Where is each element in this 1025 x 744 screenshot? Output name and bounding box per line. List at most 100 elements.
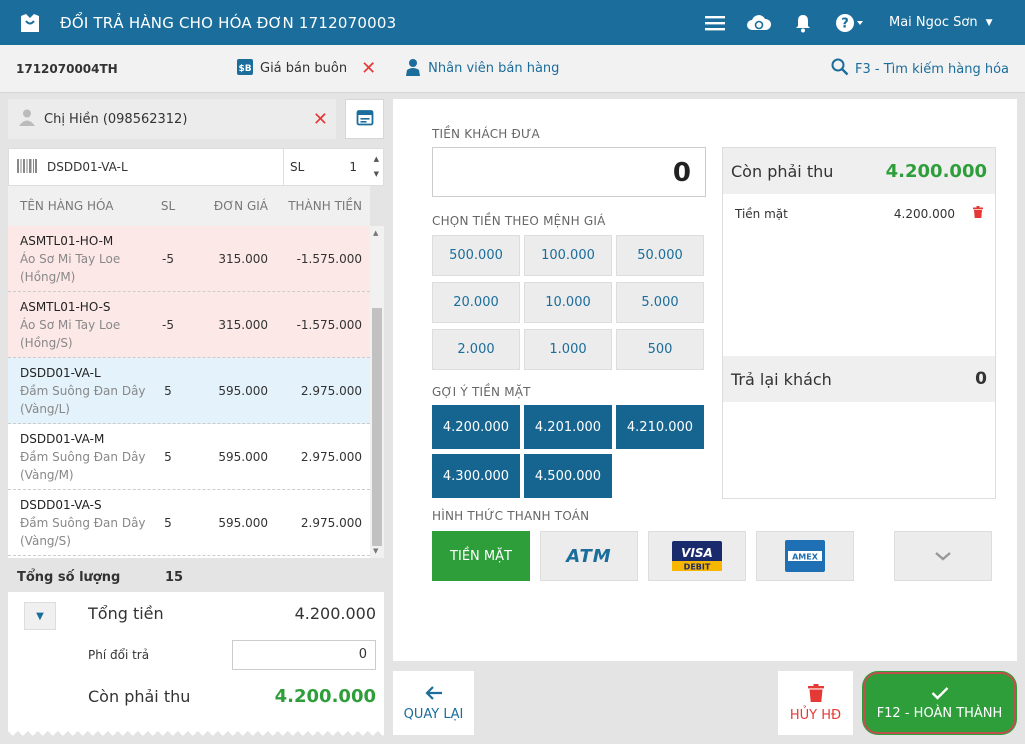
arrow-left-icon <box>424 685 442 700</box>
row-code: DSDD01-VA-M <box>20 431 105 446</box>
row-price: 595.000 <box>218 449 268 464</box>
denomination-button[interactable]: 20.000 <box>432 282 520 323</box>
cash-given-label: TIỀN KHÁCH ĐƯA <box>432 127 540 141</box>
row-code: ASMTL01-HO-M <box>20 233 114 248</box>
clear-price-list-icon[interactable]: ✕ <box>361 58 377 79</box>
row-qty: 5 <box>164 449 172 464</box>
help-icon[interactable]: ? <box>825 0 875 45</box>
cash-suggestion-button[interactable]: 4.500.000 <box>524 454 612 498</box>
price-list-label: Giá bán buôn <box>260 61 348 76</box>
denomination-button[interactable]: 10.000 <box>524 282 612 323</box>
calendar-button[interactable] <box>345 99 384 139</box>
payment-summary-box: Còn phải thu 4.200.000 Tiền mặt 4.200.00… <box>722 147 996 499</box>
denomination-button[interactable]: 50.000 <box>616 235 704 276</box>
svg-text:?: ? <box>841 16 849 31</box>
cancel-label: HỦY HĐ <box>789 707 842 723</box>
denomination-button[interactable]: 2.000 <box>432 329 520 370</box>
price-list-selector[interactable]: $B Giá bán buôn <box>236 58 347 80</box>
payment-methods: TIỀN MẶT ATM VISA DEBIT AMEX <box>432 531 854 581</box>
item-entry-row: DSDD01-VA-L SL 1 ▲ ▼ <box>8 148 384 186</box>
total-quantity-bar: Tổng số lượng 15 <box>8 562 384 592</box>
change-label: Trả lại khách <box>731 369 832 389</box>
cancel-invoice-button[interactable]: HỦY HĐ <box>778 671 853 735</box>
user-menu[interactable]: Mai Ngoc Sơn ▼ <box>875 15 1025 30</box>
row-qty: 5 <box>164 515 172 530</box>
total-qty-value: 15 <box>165 569 184 585</box>
total-value: 4.200.000 <box>294 604 376 623</box>
payment-line: Tiền mặt 4.200.000 <box>723 206 995 221</box>
change-value: 0 <box>975 369 987 389</box>
clear-customer-icon[interactable]: ✕ <box>312 108 328 130</box>
quantity-stepper[interactable]: SL 1 ▲ ▼ <box>283 149 383 185</box>
visa-debit-logo: VISA DEBIT <box>672 541 722 571</box>
row-code: ASMTL01-HO-S <box>20 299 111 314</box>
due-value: 4.200.000 <box>274 686 376 707</box>
cash-given-input[interactable]: 0 <box>432 147 706 197</box>
row-name: Đầm Suông Đan Dây (Vàng/S) <box>20 515 146 548</box>
fee-input[interactable]: 0 <box>232 640 376 670</box>
cash-suggestion-button[interactable]: 4.210.000 <box>616 405 704 449</box>
product-search-button[interactable]: F3 - Tìm kiếm hàng hóa <box>831 45 1009 93</box>
row-qty: -5 <box>162 251 174 266</box>
staff-selector[interactable]: Nhân viên bán hàng <box>404 58 559 80</box>
staff-label: Nhân viên bán hàng <box>428 61 560 76</box>
denomination-button[interactable]: 500.000 <box>432 235 520 276</box>
denomination-button[interactable]: 1.000 <box>524 329 612 370</box>
item-code-field[interactable]: DSDD01-VA-L <box>9 158 283 177</box>
table-row[interactable]: DSDD01-VA-L Đầm Suông Đan Dây (Vàng/L) 5 … <box>8 358 370 424</box>
expand-summary-button[interactable]: ▼ <box>24 602 56 630</box>
denomination-button[interactable]: 500 <box>616 329 704 370</box>
table-scrollbar[interactable]: ▲ ▼ <box>370 226 384 558</box>
col-product: TÊN HÀNG HÓA <box>20 199 114 213</box>
row-total: -1.575.000 <box>296 251 362 266</box>
complete-button[interactable]: F12 - HOÀN THÀNH <box>862 671 1017 735</box>
bell-icon[interactable] <box>781 0 825 45</box>
scroll-up-icon[interactable]: ▲ <box>373 229 379 237</box>
denomination-label: CHỌN TIỀN THEO MỆNH GIÁ <box>432 214 606 228</box>
item-code-value: DSDD01-VA-L <box>47 160 128 174</box>
denomination-button[interactable]: 100.000 <box>524 235 612 276</box>
back-button[interactable]: QUAY LẠI <box>393 671 474 735</box>
scroll-thumb[interactable] <box>372 308 382 546</box>
cash-suggestion-button[interactable]: 4.201.000 <box>524 405 612 449</box>
complete-label: F12 - HOÀN THÀNH <box>876 705 1003 721</box>
row-qty: 5 <box>164 383 172 398</box>
qty-value: 1 <box>349 160 357 174</box>
visa-debit-method-button[interactable]: VISA DEBIT <box>648 531 746 581</box>
cash-suggestion-button[interactable]: 4.300.000 <box>432 454 520 498</box>
calendar-icon <box>356 108 374 130</box>
chevron-down-icon <box>935 552 951 561</box>
atm-method-button[interactable]: ATM <box>540 531 638 581</box>
sub-header: 1712070004TH $B Giá bán buôn ✕ Nhân viên… <box>0 45 1025 93</box>
row-total: 2.975.000 <box>300 515 362 530</box>
row-name: Áo Sơ Mi Tay Loe (Hồng/S) <box>20 317 121 350</box>
cloud-sync-icon[interactable] <box>737 0 781 45</box>
row-code: DSDD01-VA-S <box>20 497 102 512</box>
table-row[interactable]: ASMTL01-HO-S Áo Sơ Mi Tay Loe (Hồng/S) -5… <box>8 292 370 358</box>
table-row[interactable]: DSDD01-VA-M Đầm Suông Đan Dây (Vàng/M) 5 … <box>8 424 370 490</box>
due-label: Còn phải thu <box>88 687 191 706</box>
stepper-arrows-icon[interactable]: ▲ ▼ <box>373 155 379 178</box>
user-name: Mai Ngoc Sơn <box>889 15 978 30</box>
trash-icon[interactable] <box>973 206 983 221</box>
customer-field[interactable]: Chị Hiền (098562312) ✕ <box>8 99 336 139</box>
cash-suggestion-button[interactable]: 4.200.000 <box>432 405 520 449</box>
barcode-icon <box>17 158 37 177</box>
price-list-icon: $B <box>236 58 254 80</box>
page-title: ĐỔI TRẢ HÀNG CHO HÓA ĐƠN 1712070003 <box>60 13 397 32</box>
cash-method-button[interactable]: TIỀN MẶT <box>432 531 530 581</box>
amex-method-button[interactable]: AMEX <box>756 531 854 581</box>
denomination-button[interactable]: 5.000 <box>616 282 704 323</box>
logo-icon[interactable] <box>0 0 60 45</box>
table-header: TÊN HÀNG HÓA SL ĐƠN GIÁ THÀNH TIỀN <box>8 186 370 226</box>
scroll-down-icon[interactable]: ▼ <box>373 547 379 555</box>
row-name: Áo Sơ Mi Tay Loe (Hồng/M) <box>20 251 121 284</box>
table-row[interactable]: DSDD01-VA-S Đầm Suông Đan Dây (Vàng/S) 5 … <box>8 490 370 556</box>
fee-label: Phí đổi trả <box>88 648 150 662</box>
more-methods-button[interactable] <box>894 531 992 581</box>
menu-icon[interactable] <box>693 0 737 45</box>
amount-due-header: Còn phải thu 4.200.000 <box>723 148 995 194</box>
trash-icon <box>807 683 824 702</box>
person-icon <box>18 108 36 130</box>
table-row[interactable]: ASMTL01-HO-M Áo Sơ Mi Tay Loe (Hồng/M) -5… <box>8 226 370 292</box>
